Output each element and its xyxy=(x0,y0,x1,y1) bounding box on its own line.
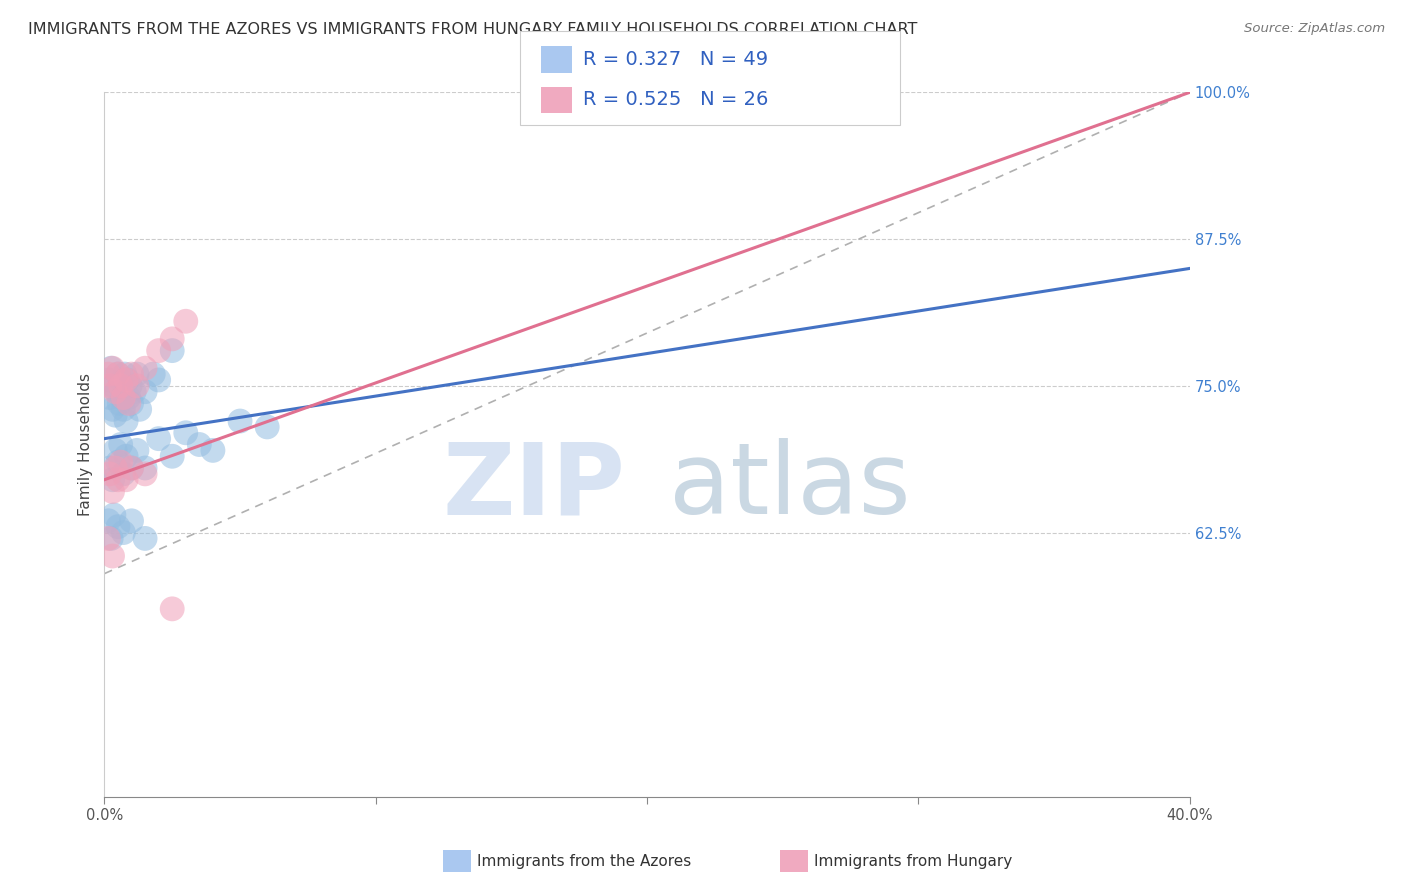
Point xyxy=(160,343,183,358)
Point xyxy=(100,361,122,376)
Point xyxy=(148,343,170,358)
Point xyxy=(103,508,125,522)
Text: Immigrants from Hungary: Immigrants from Hungary xyxy=(814,855,1012,869)
Point xyxy=(114,367,136,381)
Point xyxy=(103,379,125,393)
Point xyxy=(134,467,156,481)
Point xyxy=(101,402,124,417)
Point xyxy=(142,367,165,381)
Text: ZIP: ZIP xyxy=(443,438,626,535)
Point xyxy=(160,602,183,616)
Point xyxy=(112,391,135,405)
Point xyxy=(118,396,141,410)
Point xyxy=(105,384,128,399)
Point xyxy=(120,379,142,393)
Point xyxy=(101,361,124,376)
Point xyxy=(121,461,143,475)
Point xyxy=(134,384,156,399)
Point xyxy=(174,425,197,440)
Point xyxy=(108,396,131,410)
Point xyxy=(104,408,127,422)
Point xyxy=(107,367,129,381)
Point xyxy=(110,437,132,451)
Point xyxy=(121,461,143,475)
Point xyxy=(110,379,132,393)
Point xyxy=(128,402,150,417)
Point xyxy=(134,361,156,376)
Text: IMMIGRANTS FROM THE AZORES VS IMMIGRANTS FROM HUNGARY FAMILY HOUSEHOLDS CORRELAT: IMMIGRANTS FROM THE AZORES VS IMMIGRANTS… xyxy=(28,22,918,37)
Point xyxy=(101,549,124,563)
Point xyxy=(98,467,121,481)
Point xyxy=(160,332,183,346)
Point xyxy=(101,473,124,487)
Point xyxy=(188,437,211,451)
Point xyxy=(174,314,197,328)
Point xyxy=(125,443,148,458)
Text: R = 0.525   N = 26: R = 0.525 N = 26 xyxy=(583,90,769,110)
Point xyxy=(121,396,143,410)
Point xyxy=(107,473,129,487)
Point xyxy=(110,373,132,387)
Point xyxy=(111,391,134,405)
Point xyxy=(107,367,129,381)
Point xyxy=(112,467,135,481)
Point xyxy=(134,532,156,546)
Point xyxy=(148,373,170,387)
Point xyxy=(104,461,127,475)
Point xyxy=(107,455,129,469)
Point xyxy=(148,432,170,446)
Point xyxy=(160,449,183,463)
Y-axis label: Family Households: Family Households xyxy=(79,373,93,516)
Text: atlas: atlas xyxy=(669,438,910,535)
Point xyxy=(107,519,129,533)
Point xyxy=(121,367,143,381)
Point xyxy=(115,473,138,487)
Point xyxy=(97,367,120,381)
Text: R = 0.327   N = 49: R = 0.327 N = 49 xyxy=(583,50,769,70)
Point xyxy=(115,414,138,428)
Point xyxy=(98,379,121,393)
Point xyxy=(256,420,278,434)
Point xyxy=(122,384,145,399)
Point xyxy=(115,373,138,387)
Point xyxy=(125,367,148,381)
Point xyxy=(125,379,148,393)
Point xyxy=(104,384,127,399)
Point xyxy=(98,391,121,405)
Point xyxy=(98,461,121,475)
Point xyxy=(201,443,224,458)
Point xyxy=(110,455,132,469)
Point xyxy=(118,391,141,405)
Point xyxy=(97,532,120,546)
Point xyxy=(229,414,252,428)
Point xyxy=(121,514,143,528)
Point xyxy=(112,402,135,417)
Point xyxy=(112,525,135,540)
Point xyxy=(104,443,127,458)
Point xyxy=(100,532,122,546)
Point xyxy=(97,514,120,528)
Text: Immigrants from the Azores: Immigrants from the Azores xyxy=(477,855,690,869)
Text: Source: ZipAtlas.com: Source: ZipAtlas.com xyxy=(1244,22,1385,36)
Point xyxy=(134,461,156,475)
Point xyxy=(101,484,124,499)
Point xyxy=(115,449,138,463)
Point xyxy=(117,373,139,387)
Point xyxy=(97,373,120,387)
